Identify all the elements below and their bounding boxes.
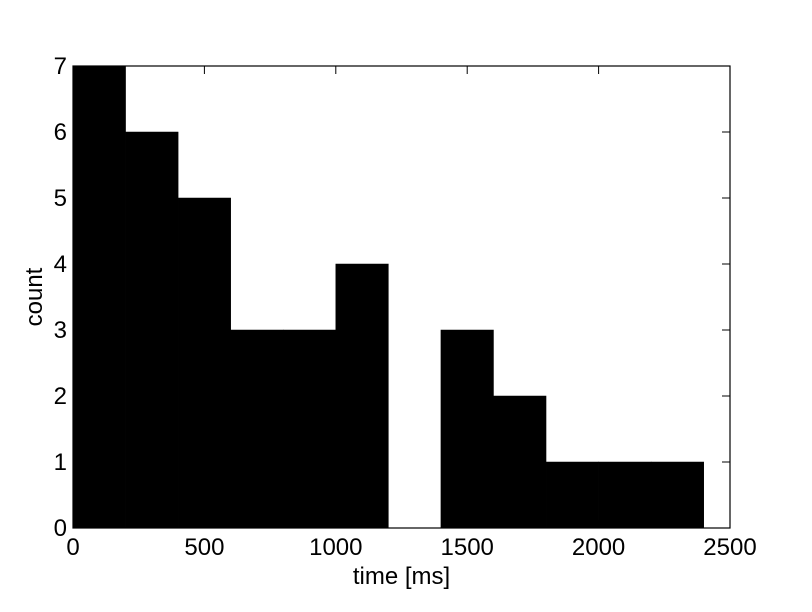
y-tick-label: 5 [54, 185, 67, 212]
histogram-bar [335, 263, 389, 529]
y-axis-label: count [21, 267, 48, 326]
histogram-bar [440, 329, 494, 529]
histogram-bar [177, 197, 231, 529]
y-tick-label: 3 [54, 317, 67, 344]
x-axis-label: time [ms] [353, 563, 450, 590]
histogram-bar [545, 461, 599, 529]
histogram-bar [72, 65, 126, 529]
x-tick-label: 0 [66, 534, 79, 561]
tick-labels-group: 0 500 1000 1500 2000 2500 0 1 2 3 4 5 6 7 [54, 53, 757, 561]
histogram-bar [598, 461, 652, 529]
x-tick-label: 2500 [703, 534, 756, 561]
plot-frame [72, 65, 731, 529]
histogram-bar [282, 329, 337, 529]
histogram-bar [650, 461, 704, 529]
y-tick-label: 0 [54, 515, 67, 542]
histogram-bar [125, 131, 179, 529]
y-tick-label: 4 [54, 251, 67, 278]
x-tick-label: 1000 [309, 534, 362, 561]
histogram-bar [493, 395, 547, 529]
y-tick-label: 6 [54, 119, 67, 146]
x-tick-label: 500 [184, 534, 224, 561]
histogram-bar [230, 329, 284, 529]
x-tick-label: 1500 [441, 534, 494, 561]
y-tick-label: 7 [54, 53, 67, 80]
bars-group [72, 65, 704, 529]
y-tick-label: 1 [54, 449, 67, 476]
y-tick-label: 2 [54, 383, 67, 410]
x-tick-label: 2000 [572, 534, 625, 561]
